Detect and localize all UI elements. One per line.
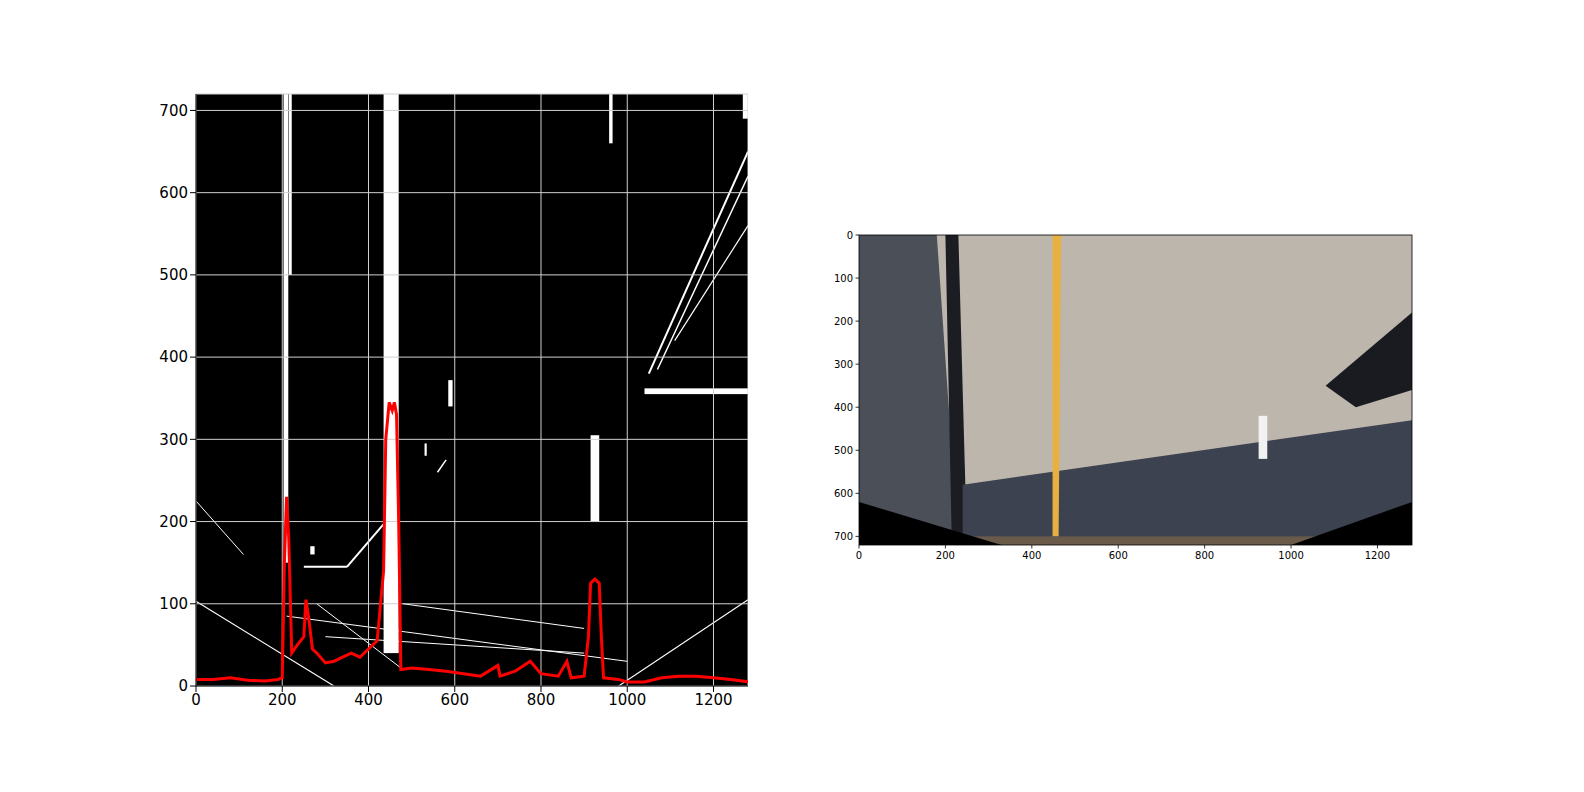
svg-text:200: 200 <box>268 691 297 709</box>
svg-text:0: 0 <box>191 691 201 709</box>
svg-text:400: 400 <box>1022 550 1041 561</box>
svg-text:800: 800 <box>1195 550 1214 561</box>
svg-text:400: 400 <box>354 691 383 709</box>
svg-text:0: 0 <box>847 230 853 241</box>
svg-text:200: 200 <box>834 316 853 327</box>
svg-text:1000: 1000 <box>1278 550 1303 561</box>
svg-text:700: 700 <box>159 102 188 120</box>
svg-text:300: 300 <box>159 431 188 449</box>
svg-text:300: 300 <box>834 359 853 370</box>
svg-text:500: 500 <box>834 445 853 456</box>
svg-text:0: 0 <box>178 677 188 695</box>
svg-text:1000: 1000 <box>608 691 646 709</box>
svg-text:200: 200 <box>159 513 188 531</box>
svg-text:600: 600 <box>1109 550 1128 561</box>
svg-text:200: 200 <box>936 550 955 561</box>
svg-text:1200: 1200 <box>1365 550 1390 561</box>
svg-text:100: 100 <box>159 595 188 613</box>
svg-text:400: 400 <box>834 402 853 413</box>
svg-text:600: 600 <box>834 488 853 499</box>
svg-text:600: 600 <box>440 691 469 709</box>
svg-text:400: 400 <box>159 348 188 366</box>
svg-text:1200: 1200 <box>694 691 732 709</box>
svg-text:500: 500 <box>159 266 188 284</box>
svg-text:0: 0 <box>856 550 862 561</box>
svg-text:100: 100 <box>834 273 853 284</box>
svg-text:800: 800 <box>527 691 556 709</box>
svg-text:600: 600 <box>159 184 188 202</box>
svg-text:700: 700 <box>834 531 853 542</box>
